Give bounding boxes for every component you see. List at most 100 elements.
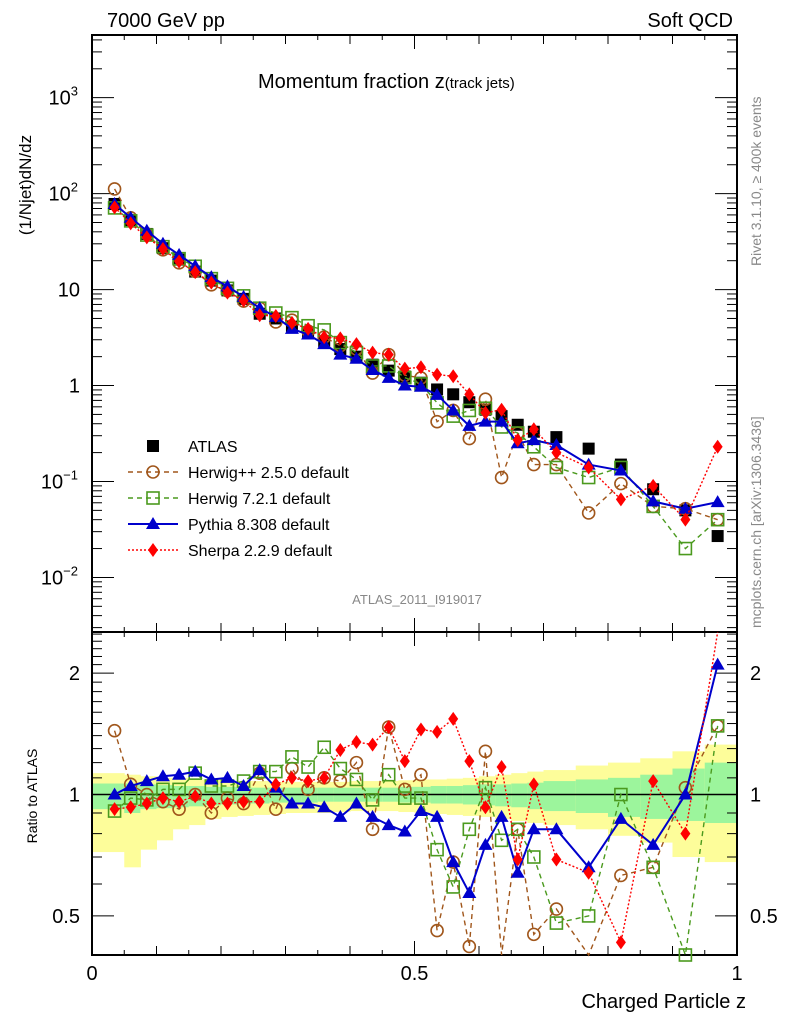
sherpa-marker [125,216,136,231]
inner-band-segment [543,781,577,812]
main-y-tick-label: 10−1 [41,467,78,493]
sherpa-marker [480,800,491,815]
pythia-marker [252,763,267,776]
sherpa-marker [615,935,626,950]
sherpa-marker [383,720,394,735]
legend-label: Herwig 7.2.1 default [188,491,331,508]
sherpa-marker [399,361,410,376]
pythia-marker [333,809,348,822]
legend-item: Herwig++ 2.5.0 default [128,465,350,482]
pythia-marker [710,657,725,670]
sherpa-marker [583,865,594,880]
ratio-y-tick-label-right: 1 [750,785,761,807]
pythia-marker [349,796,364,809]
sherpa-marker [680,512,691,527]
pythia-marker [549,822,564,835]
sherpa-marker [157,241,168,256]
sherpa-marker [141,796,152,811]
main-panel-series [107,182,725,556]
pythia-marker [284,796,299,809]
ratio-series-herwig [107,719,725,962]
herwigpp-marker [462,431,477,446]
herwig7-marker [581,909,596,923]
sherpa-marker [335,331,346,346]
pythia-marker [107,787,122,800]
pythia-marker [155,769,170,782]
main-title: Momentum fraction z(track jets) [258,71,515,93]
sherpa-marker [286,315,297,330]
analysis-id-label: ATLAS_2011_I919017 [352,592,482,607]
main-y-axis-label: (1/Njet)dN/dz [16,135,35,235]
pythia-marker [123,779,138,792]
sherpa-marker [148,543,158,557]
atlas-marker [447,388,460,401]
pythia-marker [613,811,628,824]
sherpa-marker [270,309,281,324]
pythia-marker [381,818,396,831]
main-y-tick-label: 103 [49,84,78,110]
herwig7-marker [381,767,396,782]
mcplots-reference-label: mcplots.cern.ch [arXiv:1306.3436] [748,416,764,628]
herwigpp-marker [478,392,493,407]
atlas-marker [147,440,159,452]
ratio-series-line [113,725,719,957]
main-y-tick-label: 1 [69,376,80,398]
pythia-marker [526,822,541,835]
pythia-marker [365,809,380,822]
sherpa-marker [648,774,659,789]
x-tick-label: 0.5 [401,963,429,985]
ratio-series-herwigpp [107,719,725,957]
sherpa-marker [125,800,136,815]
sherpa-marker [206,275,217,290]
inner-band-segment [608,777,641,817]
herwig7-marker [430,842,444,857]
inner-band-segment [704,762,738,824]
ratio-y-tick-label: 1 [69,785,80,807]
herwig7-marker [462,403,477,418]
herwig7-marker [678,948,693,962]
sherpa-marker [367,737,378,752]
atlas-marker [711,530,724,543]
inner-band-segment [495,784,512,807]
inner-band-segment [511,783,528,808]
header-category-label: Soft QCD [647,10,733,32]
sherpa-marker [528,422,539,437]
legend-label: ATLAS [188,439,238,456]
ratio-y-tick-label: 0.5 [52,906,80,928]
pythia-marker [446,855,461,868]
herwigpp-marker [365,822,380,837]
sherpa-marker [254,794,265,809]
pythia-marker [220,279,235,292]
herwig7-marker [146,491,160,505]
sherpa-marker [174,794,185,809]
inner-band-segment [527,782,544,810]
herwig7-marker [446,880,461,894]
pythia-marker [413,804,428,817]
pythia-marker [349,351,364,364]
legend: ATLAS Herwig++ 2.5.0 default Herwig 7.2.1 … [128,439,350,560]
pythia-marker [317,800,332,813]
sherpa-marker [367,345,378,360]
pythia-marker [188,259,203,272]
legend-label: Herwig++ 2.5.0 default [188,465,350,482]
pythia-marker [646,494,661,507]
pythia-marker [397,378,412,391]
pythia-marker [204,772,219,785]
ratio-series-line [114,725,719,956]
sherpa-marker [464,754,475,769]
ratio-uncertainty-bands [92,744,738,868]
rivet-version-label: Rivet 3.1.10, ≥ 400k events [748,96,764,266]
main-title-suffix: (track jets) [445,75,515,92]
herwigpp-marker [430,923,444,938]
pythia-marker [526,433,541,446]
legend-label: Pythia 8.308 default [188,517,330,534]
pythia-marker [430,809,445,822]
pythia-marker [139,774,154,787]
pythia-marker [462,418,477,431]
main-y-tick-label: 10−2 [41,563,78,589]
ratio-y-tick-label-right: 2 [750,663,761,685]
herwigpp-marker [614,868,628,883]
sherpa-marker [238,293,249,308]
herwig7-marker [527,850,541,864]
